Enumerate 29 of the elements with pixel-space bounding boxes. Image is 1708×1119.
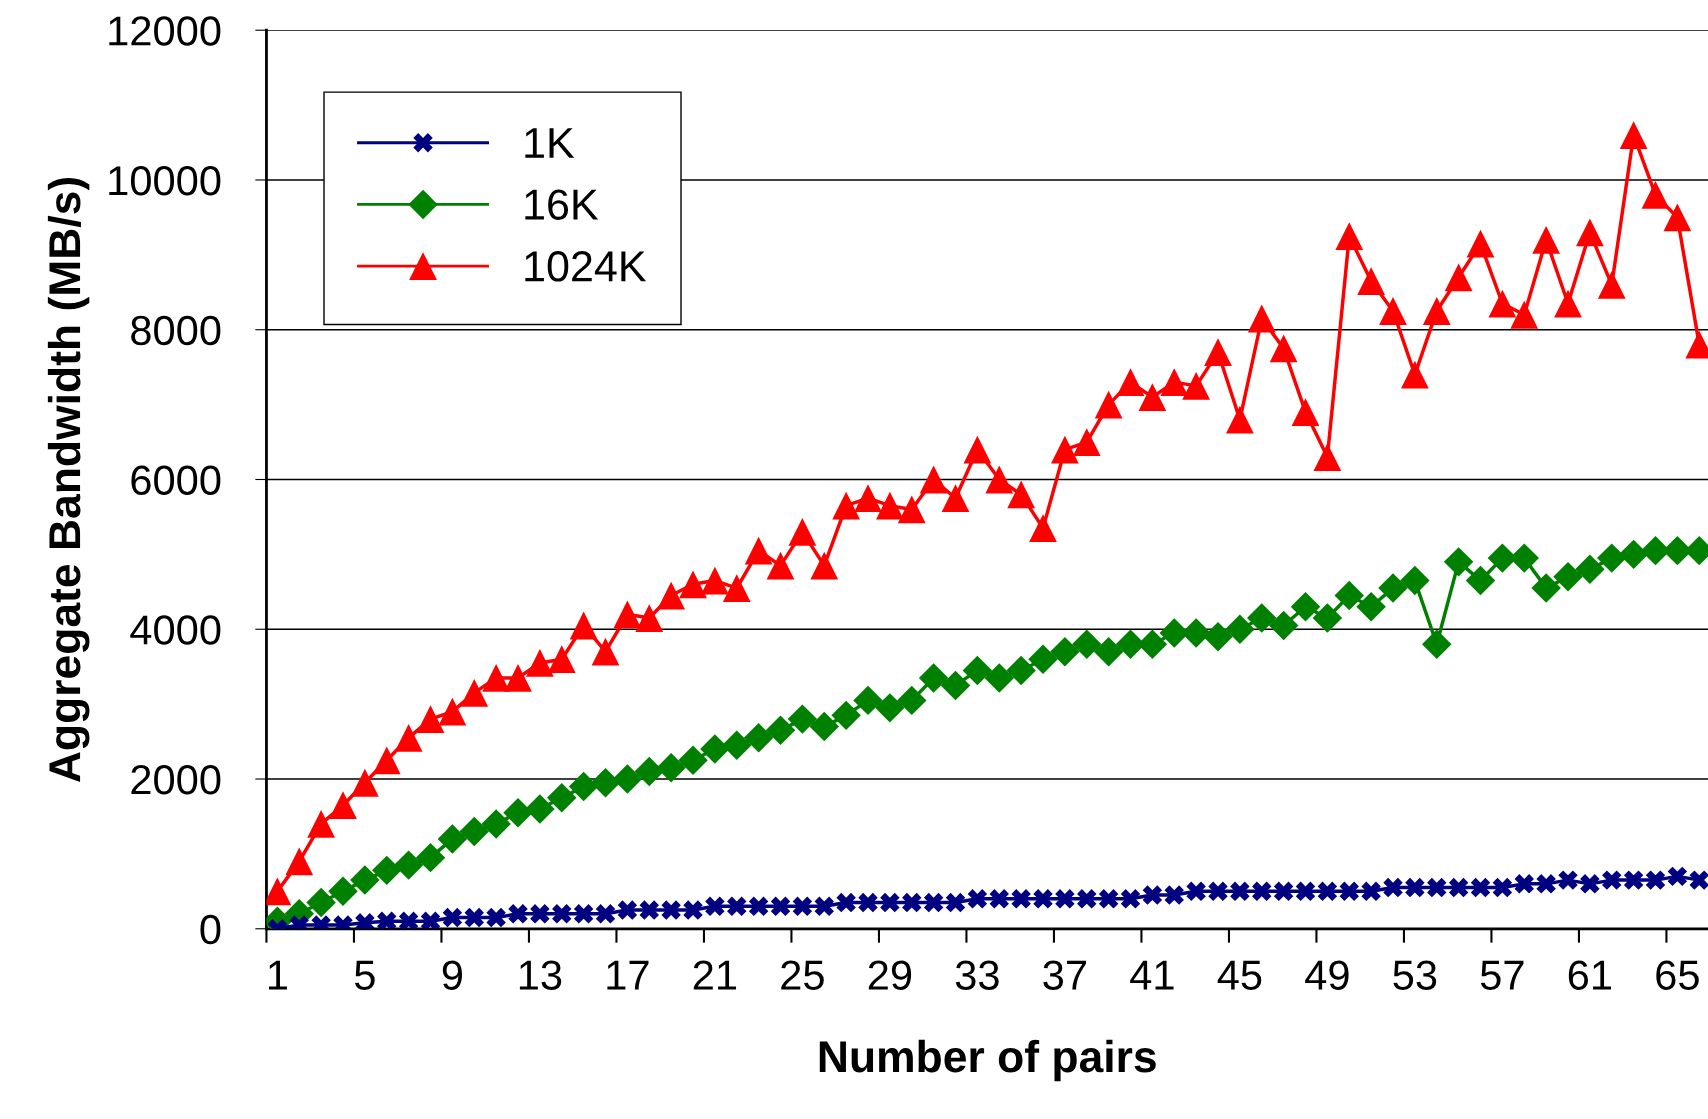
x-tick-label: 21 <box>693 960 737 990</box>
x-tick-label: 17 <box>607 960 649 990</box>
x-tick-label: 25 <box>781 960 824 990</box>
x-tick-label: 33 <box>955 960 999 990</box>
x-tick-label: 57 <box>1480 960 1524 990</box>
y-tick-label: 0 <box>200 914 221 945</box>
x-tick-label: 41 <box>1130 960 1174 990</box>
legend-label: 1024K <box>525 251 647 282</box>
x-tick-label: 45 <box>1217 960 1262 990</box>
y-tick-label: 4000 <box>130 615 221 645</box>
x-tick-label: 1 <box>268 960 287 990</box>
y-tick-label: 8000 <box>131 315 221 346</box>
x-axis-title: Number of pairs <box>819 1039 1156 1082</box>
y-tick-label: 10000 <box>109 165 221 196</box>
y-tick-label: 2000 <box>131 765 221 795</box>
legend-label: 1K <box>525 128 575 158</box>
x-tick-label: 29 <box>868 960 912 990</box>
x-tick-label: 5 <box>354 960 375 990</box>
x-tick-label: 65 <box>1656 960 1699 990</box>
y-axis-title: Aggregate Bandwidth (MB/s) <box>47 177 90 783</box>
legend-label: 16K <box>525 189 599 220</box>
x-tick-label: 13 <box>519 960 562 990</box>
x-tick-label: 9 <box>442 960 462 990</box>
y-tick-label: 6000 <box>131 465 221 495</box>
x-tick-label: 37 <box>1043 960 1086 990</box>
y-tick-label: 12000 <box>109 16 221 46</box>
x-tick-label: 49 <box>1305 960 1349 990</box>
x-tick-label: 53 <box>1393 960 1437 990</box>
x-tick-label: 61 <box>1568 960 1612 990</box>
